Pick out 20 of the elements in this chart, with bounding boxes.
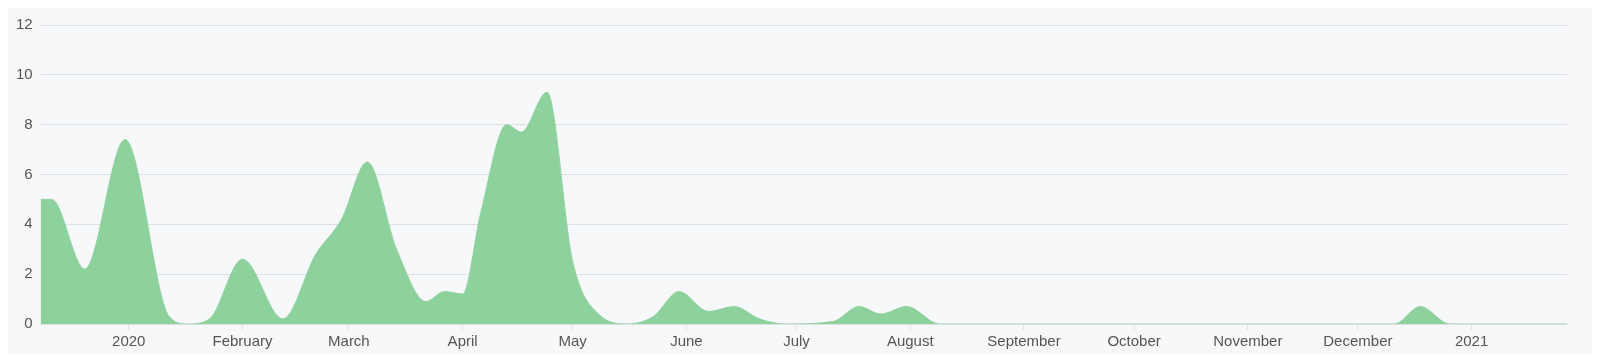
x-tick-label: June xyxy=(670,332,703,350)
y-tick-label: 0 xyxy=(24,314,33,332)
x-tick-label: March xyxy=(328,332,370,350)
y-tick-label: 2 xyxy=(24,264,33,282)
x-tick-label: September xyxy=(987,332,1061,350)
x-tick-label: April xyxy=(447,332,478,350)
x-tick-label: December xyxy=(1323,332,1393,350)
x-tick-label: 2020 xyxy=(112,332,146,350)
y-tick-label: 12 xyxy=(16,15,33,33)
x-tick-label: October xyxy=(1107,332,1161,350)
y-tick-label: 8 xyxy=(24,114,33,132)
x-tick-label: August xyxy=(886,332,935,350)
y-tick-label: 6 xyxy=(24,164,33,182)
x-tick-label: July xyxy=(783,332,811,350)
y-tick-label: 4 xyxy=(24,214,33,232)
x-tick-label: 2021 xyxy=(1454,332,1489,350)
x-tick-label: November xyxy=(1213,332,1283,350)
x-tick-label: February xyxy=(212,332,273,350)
y-tick-label: 10 xyxy=(16,64,33,82)
x-tick-label: May xyxy=(558,332,588,350)
